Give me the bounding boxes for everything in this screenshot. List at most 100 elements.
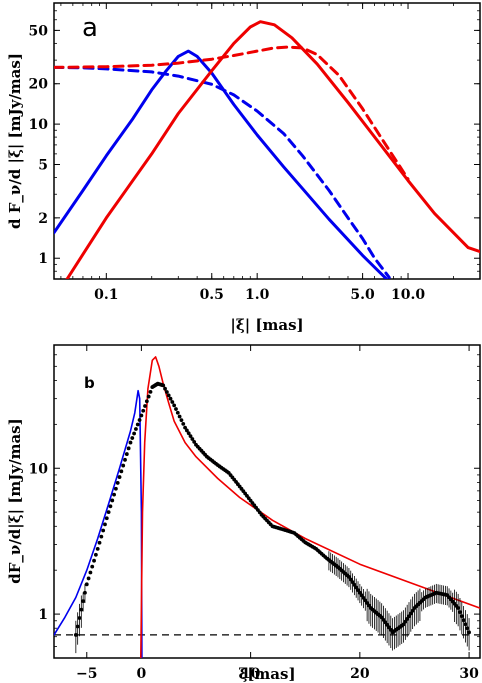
data-point	[181, 421, 186, 426]
data-point	[465, 626, 470, 631]
data-point	[130, 436, 135, 440]
data-point	[137, 418, 142, 422]
series-line-b-0	[54, 389, 143, 658]
data-point	[168, 396, 173, 401]
data-point	[134, 427, 138, 431]
y-axis-label-a: d F_ν/d |ξ| [mJy/mas]	[6, 53, 24, 229]
ticks-a: 0.1 0.5 1.0 5.0 10.0 1 2 5 10 20 50	[29, 3, 480, 303]
data-point	[184, 428, 189, 433]
data-point	[92, 558, 96, 563]
data-point	[75, 624, 80, 629]
data-point	[124, 452, 129, 456]
data-point	[183, 425, 187, 430]
data-point	[350, 580, 355, 585]
x-tick-label-a: 0.5	[200, 287, 224, 303]
data-point	[113, 486, 118, 491]
data-point	[461, 618, 466, 623]
data-point	[99, 534, 104, 539]
y-tick-label-a: 2	[38, 211, 48, 227]
data-point	[93, 552, 98, 557]
y-axis-label-b: dF_ν/d|ξ| [mJy/mas]	[6, 418, 24, 583]
panel-a: 0.1 0.5 1.0 5.0 10.0 1 2 5 10 20 50 a |ξ| [mas] d …	[6, 2, 481, 334]
panel-label-a: a	[82, 13, 98, 43]
data-point	[110, 498, 115, 503]
y-tick-label-a: 50	[29, 23, 49, 39]
data-point	[459, 614, 464, 619]
data-point	[83, 590, 87, 595]
data-point	[123, 457, 127, 462]
data-point	[170, 400, 175, 404]
data-point	[144, 399, 149, 404]
x-tick-label-a: 0.1	[94, 287, 118, 303]
data-point	[192, 439, 197, 444]
panel-b: −5 0 10 20 30 1 10 b ξ[mas] dF_ν/d|ξ| [mJy/mas…	[6, 344, 481, 683]
data-point	[166, 393, 171, 398]
data-point	[403, 619, 408, 624]
data-point	[126, 446, 131, 451]
data-point	[97, 540, 102, 545]
data-point	[177, 414, 182, 419]
data-point	[106, 510, 111, 515]
data-point	[135, 422, 140, 427]
data-point	[128, 440, 133, 445]
y-tick-label-a: 10	[29, 117, 49, 133]
y-tick-label-a: 20	[29, 77, 49, 93]
data-point	[112, 492, 116, 497]
data-point	[186, 431, 191, 436]
data-point	[163, 386, 167, 391]
x-tick-label-b: −5	[76, 666, 97, 682]
data-point	[101, 528, 106, 533]
data-point	[121, 463, 126, 468]
data-point	[405, 617, 410, 621]
data-point	[463, 622, 468, 627]
y-tick-label-b: 10	[29, 461, 49, 477]
data-point	[352, 582, 357, 587]
data-point	[132, 431, 137, 436]
series-line-a-2	[65, 20, 480, 279]
data-point	[141, 408, 146, 413]
x-tick-label-a: 5.0	[350, 287, 375, 303]
data-point	[95, 546, 100, 551]
data-point	[456, 606, 461, 610]
x-tick-label-b: 20	[350, 666, 370, 682]
data-point	[172, 403, 177, 408]
data-point	[407, 614, 411, 619]
data-point	[161, 383, 166, 388]
series-line-b-1	[140, 356, 480, 658]
series-a	[54, 20, 480, 279]
data-point	[174, 407, 178, 411]
data-point	[86, 576, 91, 581]
x-tick-label-a: 10.0	[391, 287, 425, 303]
data-point	[119, 469, 124, 474]
data-point	[81, 599, 86, 604]
data-point	[356, 588, 360, 593]
data-point	[108, 504, 113, 509]
data-point	[348, 577, 353, 582]
plot-frame-b	[53, 344, 481, 659]
data-point	[458, 610, 462, 615]
data-point	[175, 410, 180, 415]
data-point	[188, 434, 193, 439]
y-tick-label-a: 1	[38, 251, 48, 267]
y-tick-label-b: 1	[38, 607, 48, 623]
data-point	[79, 607, 84, 612]
data-point	[467, 630, 471, 635]
series-b	[54, 356, 480, 658]
data-point	[146, 394, 151, 399]
y-tick-label-a: 5	[38, 157, 48, 173]
data-point	[77, 616, 82, 620]
ticks-b: −5 0 10 20 30 1 10	[29, 345, 480, 682]
data-point	[88, 570, 93, 575]
series-line-a-3	[54, 45, 410, 181]
data-point	[117, 475, 122, 479]
data-point	[408, 611, 413, 616]
x-tick-label-b: 0	[137, 666, 147, 682]
x-axis-label-a: |ξ| [mas]	[230, 316, 303, 334]
data-point	[104, 516, 109, 521]
data-point	[84, 582, 89, 587]
data-point	[90, 564, 95, 569]
data-point	[190, 437, 195, 441]
plot-frame-a	[53, 2, 481, 280]
series-line-a-1	[54, 65, 391, 279]
